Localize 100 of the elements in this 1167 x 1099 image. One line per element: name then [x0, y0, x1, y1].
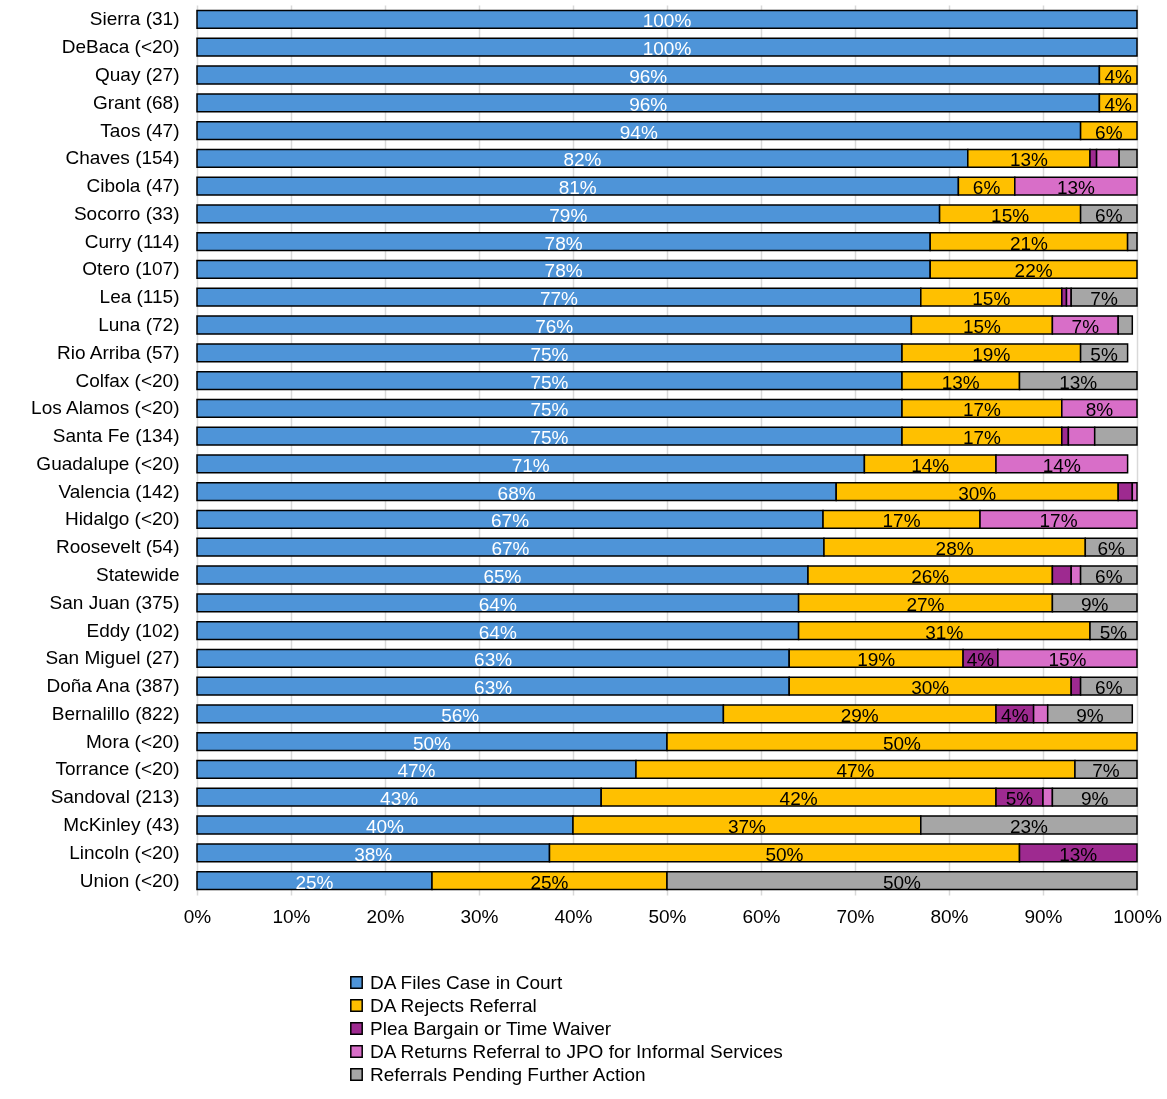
data-label: 5% — [1005, 788, 1034, 810]
data-label: 14% — [1042, 454, 1081, 476]
data-label: 75% — [530, 399, 569, 421]
data-label: 56% — [441, 704, 480, 726]
data-label: 47% — [836, 760, 875, 782]
legend-label: Referrals Pending Further Action — [370, 1063, 646, 1085]
y-tick-label: Quay (27) — [95, 64, 180, 85]
data-label: 37% — [727, 816, 767, 837]
y-tick-label: Lincoln (<20) — [69, 841, 180, 863]
x-tick-label: 90% — [1024, 905, 1063, 927]
legend-label: DA Files Case in Court — [370, 971, 563, 993]
data-label: 50% — [765, 843, 804, 865]
y-tick-label: Los Alamos (<20) — [31, 397, 180, 419]
data-label: 4% — [966, 649, 995, 671]
data-label: 68% — [497, 482, 536, 504]
x-tick-label: 50% — [648, 905, 687, 927]
data-label: 96% — [629, 66, 668, 87]
y-tick-label: Union (<20) — [79, 869, 180, 891]
legend-label: DA Returns Referral to JPO for Informal Services — [370, 1040, 783, 1062]
data-label: 40% — [365, 816, 405, 837]
y-tick-label: McKinley (43) — [63, 814, 180, 835]
data-label: 77% — [539, 288, 579, 310]
data-label: 64% — [478, 621, 517, 643]
data-label: 21% — [1009, 232, 1049, 254]
y-tick-label: Cibola (47) — [86, 175, 180, 197]
data-label: 50% — [882, 732, 922, 754]
y-tick-label: Otero (107) — [82, 258, 180, 280]
y-tick-label: Eddy (102) — [86, 619, 180, 641]
data-label: 63% — [474, 677, 513, 699]
y-tick-label: Bernalillo (822) — [51, 702, 180, 724]
y-tick-label: Colfax (<20) — [75, 369, 180, 391]
data-label: 8% — [1085, 399, 1114, 421]
data-label: 17% — [882, 510, 921, 532]
data-label: 7% — [1092, 760, 1120, 782]
data-label: 65% — [483, 566, 522, 587]
data-label: 9% — [1080, 788, 1109, 810]
y-tick-label: Torrance (<20) — [55, 758, 180, 780]
x-tick-label: 80% — [930, 905, 969, 927]
data-label: 26% — [911, 566, 950, 587]
y-tick-label: Guadalupe (<20) — [36, 452, 180, 474]
y-tick-label: San Miguel (27) — [45, 647, 180, 669]
data-label: 4% — [1001, 704, 1029, 726]
data-label: 71% — [511, 454, 550, 476]
data-label: 17% — [1039, 510, 1078, 532]
data-label: 78% — [544, 260, 583, 282]
x-tick-label: 60% — [742, 905, 781, 927]
data-label: 76% — [535, 316, 574, 337]
y-tick-label: Curry (114) — [84, 230, 180, 252]
x-tick-label: 20% — [366, 905, 405, 927]
data-label: 75% — [530, 371, 569, 393]
x-tick-label: 30% — [460, 905, 499, 927]
data-label: 30% — [958, 482, 997, 504]
data-label: 4% — [1104, 93, 1133, 115]
y-tick-label: Valencia (142) — [58, 480, 180, 502]
y-tick-label: Roosevelt (54) — [55, 536, 180, 558]
data-label: 5% — [1090, 343, 1118, 365]
data-label: 6% — [1095, 121, 1123, 143]
data-label: 6% — [972, 177, 1001, 199]
y-tick-label: Rio Arriba (57) — [57, 341, 180, 363]
y-tick-label: San Juan (375) — [49, 591, 180, 613]
data-label: 94% — [619, 121, 658, 143]
data-label: 75% — [530, 427, 569, 449]
data-label: 19% — [972, 343, 1011, 365]
x-tick-label: 10% — [272, 905, 311, 927]
data-label: 13% — [1059, 843, 1098, 865]
data-label: 15% — [972, 288, 1011, 310]
data-label: 6% — [1095, 566, 1123, 587]
data-label: 67% — [491, 538, 530, 560]
data-label: 5% — [1099, 621, 1128, 643]
y-tick-label: Grant (68) — [92, 91, 180, 113]
data-label: 38% — [354, 843, 393, 865]
data-label: 17% — [962, 427, 1002, 449]
data-label: 13% — [1009, 149, 1049, 171]
data-label: 81% — [558, 177, 597, 199]
legend-label: Plea Bargain or Time Waiver — [370, 1017, 612, 1039]
data-label: 14% — [911, 454, 950, 476]
y-tick-label: Socorro (33) — [73, 202, 180, 224]
y-tick-label: Hidalgo (<20) — [64, 508, 180, 530]
y-tick-label: Luna (72) — [98, 314, 180, 335]
data-label: 6% — [1095, 204, 1123, 226]
data-label: 64% — [478, 593, 517, 615]
y-tick-label: Statewide — [96, 564, 180, 585]
legend-label: DA Rejects Referral — [370, 994, 537, 1016]
data-label: 78% — [544, 232, 583, 254]
data-label: 9% — [1080, 593, 1109, 615]
bar — [196, 37, 1138, 57]
data-label: 67% — [491, 510, 530, 532]
y-tick-label: Mora (<20) — [86, 730, 180, 752]
data-label: 96% — [629, 93, 668, 115]
data-label: 4% — [1104, 66, 1133, 87]
data-label: 7% — [1090, 288, 1118, 310]
data-label: 15% — [991, 204, 1030, 226]
y-tick-label: Santa Fe (134) — [52, 425, 180, 447]
data-label: 19% — [857, 649, 896, 671]
data-label: 15% — [962, 316, 1002, 337]
data-label: 82% — [563, 149, 602, 171]
y-tick-label: Lea (115) — [99, 286, 180, 308]
data-label: 47% — [397, 760, 436, 782]
data-label: 13% — [1056, 177, 1096, 199]
data-label: 31% — [925, 621, 964, 643]
